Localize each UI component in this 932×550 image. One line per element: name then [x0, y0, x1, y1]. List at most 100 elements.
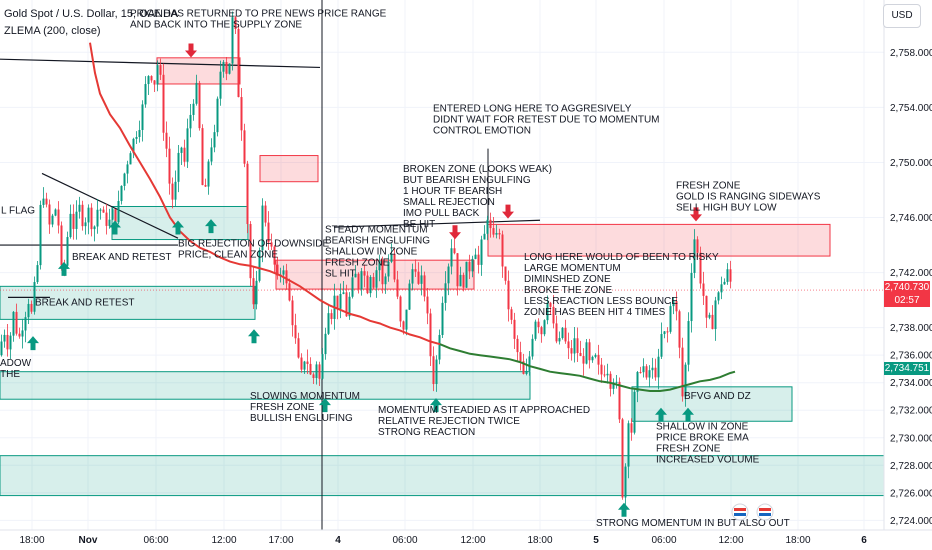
price-tick-label: 2,730.000 [890, 433, 932, 444]
indicator-label[interactable]: ZLEMA (200, close) [4, 25, 101, 37]
arrow-up-icon [172, 220, 184, 235]
chart-grid [0, 0, 884, 530]
candle-body [264, 205, 267, 223]
candle-body [645, 366, 648, 378]
candle-body [57, 209, 60, 226]
price-tick-label: 2,726.000 [890, 488, 932, 499]
candle-body [75, 211, 78, 229]
candle-body [6, 334, 9, 350]
annotation-text: FRESH ZONE [325, 258, 390, 269]
currency-button[interactable]: USD [883, 4, 921, 28]
price-tick-label: 2,724.000 [890, 516, 932, 527]
candle-body [72, 213, 75, 229]
candle-body [396, 279, 399, 297]
candle-body [537, 321, 540, 328]
time-tick-label: 18:00 [527, 535, 552, 546]
event-icons[interactable] [731, 503, 774, 521]
us-flag-icon[interactable] [756, 503, 774, 521]
ema-green-segment [439, 343, 736, 392]
candle-body [471, 258, 474, 272]
demand-zone [0, 371, 531, 400]
candle-body [522, 361, 525, 374]
candle-body [513, 319, 516, 339]
candle-body [414, 269, 417, 272]
zlema-line [89, 42, 736, 392]
candle-body [315, 364, 318, 379]
arrow-up-icon [618, 502, 630, 517]
candle-body [339, 293, 342, 309]
candle-body [666, 331, 669, 333]
flag-stripe [734, 513, 746, 516]
price-tick-label: 2,754.000 [890, 103, 932, 114]
annotation-text: CONTROL EMOTION [433, 126, 531, 137]
annotation-text: IMO PULL BACK [403, 208, 480, 219]
candle-body [477, 254, 480, 265]
candle-body [300, 357, 303, 370]
candle-body [585, 342, 588, 364]
candle-body [45, 198, 48, 205]
candle-body [462, 274, 465, 288]
candle-body [132, 138, 135, 154]
candle-body [195, 82, 198, 104]
candle-body [33, 282, 36, 312]
candle-body [186, 128, 189, 162]
annotation-text: DIMINSHED ZONE [524, 274, 611, 285]
candle-body [504, 266, 507, 281]
candle-body [558, 338, 561, 342]
candle-body [327, 313, 330, 334]
price-axis[interactable]: 2,758.000 2,754.000 2,750.000 2,746.000 2,74… [883, 0, 932, 530]
us-flag-icon[interactable] [731, 503, 749, 521]
candle-body [291, 300, 294, 326]
candle-body [597, 354, 600, 365]
candle-body [231, 17, 234, 64]
candle-body [390, 254, 393, 262]
candle-body [36, 265, 39, 283]
candle-body [12, 311, 15, 336]
candle-body [225, 62, 228, 74]
candle-body [615, 381, 618, 383]
candle-body [204, 185, 207, 187]
time-axis[interactable]: 18:00 Nov 06:00 12:00 17:00 4 06:00 12:00 18:00 5… [0, 529, 932, 546]
annotation-text: LESS REACTION LESS BOUNCE [524, 296, 678, 307]
candle-body [438, 334, 441, 360]
candle-body [675, 301, 678, 312]
candle-body [261, 205, 264, 251]
candle-body [384, 276, 387, 285]
candle-body [591, 356, 594, 361]
candle-body [288, 283, 291, 301]
candle-body [678, 311, 681, 348]
candle-body [309, 363, 312, 375]
arrow-up-icon [58, 261, 70, 276]
annotation-text: BE HIT [403, 219, 435, 230]
candle-body [21, 330, 24, 337]
time-tick-label: 5 [593, 535, 599, 546]
candle-body [177, 152, 180, 182]
candle-body [54, 209, 57, 216]
candle-body [456, 253, 459, 287]
candle-body [318, 364, 321, 379]
candle-body [141, 104, 144, 130]
annotation-text: PRICE BROKE EMA [656, 433, 749, 444]
time-tick-label: 12:00 [460, 535, 485, 546]
candle-body [222, 62, 225, 72]
annotation-text: AND BACK INTO THE SUPPLY ZONE [130, 20, 302, 31]
annotation-text: BROKE THE ZONE [524, 285, 612, 296]
annotation-text: BULLISH ENGLUFING [250, 413, 353, 424]
candle-body [210, 147, 213, 162]
candle-body [453, 248, 456, 254]
candle-body [540, 327, 543, 335]
trend-line [0, 58, 321, 69]
candle-body [258, 250, 261, 281]
annotation-text: STRONG MOMENTUM IN BUT ALSO OUT [596, 518, 790, 529]
candle-body [27, 303, 30, 318]
candle-body [501, 234, 504, 267]
candle-body [375, 270, 378, 288]
candle-body [201, 128, 204, 186]
candle-body [303, 361, 306, 370]
time-tick-label: 06:00 [392, 535, 417, 546]
candle-body [156, 65, 159, 85]
price-tick-label: 2,734.000 [890, 378, 932, 389]
candle-body [588, 342, 591, 361]
demand-zone [0, 455, 885, 497]
